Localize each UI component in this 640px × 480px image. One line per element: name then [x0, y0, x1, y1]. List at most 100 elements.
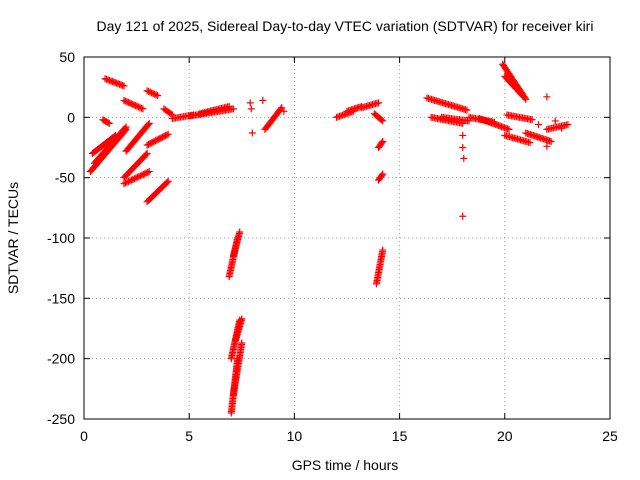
data-point-marker	[135, 173, 143, 181]
data-point-marker	[142, 151, 150, 159]
data-point-marker	[143, 87, 151, 95]
data-point-marker	[378, 139, 386, 147]
data-point-marker	[519, 92, 527, 100]
x-tick-label: 5	[185, 428, 193, 444]
data-point-marker	[379, 117, 387, 125]
data-point-marker	[146, 88, 154, 96]
data-point-marker	[459, 212, 467, 220]
y-tick-label: 50	[59, 49, 75, 65]
data-point-marker	[247, 105, 255, 113]
data-point-marker	[141, 170, 149, 178]
data-point-marker	[139, 170, 147, 178]
data-point-marker	[229, 105, 237, 113]
data-point-marker	[154, 92, 162, 100]
data-point-marker	[248, 129, 256, 137]
data-point-marker	[148, 89, 156, 97]
data-point-marker	[145, 87, 153, 95]
data-point-marker	[105, 119, 113, 127]
y-tick-label: -150	[47, 290, 75, 306]
chart-title: Day 121 of 2025, Sidereal Day-to-day VTE…	[97, 18, 594, 34]
data-point-marker	[122, 123, 130, 131]
data-point-marker	[375, 99, 383, 107]
data-point-marker	[145, 119, 153, 127]
data-point-marker	[520, 93, 528, 101]
data-point-marker	[142, 169, 150, 177]
data-point-marker	[460, 154, 468, 162]
axis-ticks: 0 5 10 15 20 25 -250 -200 -150 -100 -50 0 50	[47, 49, 618, 444]
data-point-marker	[136, 172, 144, 180]
data-point-marker	[144, 121, 152, 129]
x-tick-label: 20	[497, 428, 513, 444]
data-point-marker	[378, 116, 386, 124]
data-point-marker	[225, 102, 233, 110]
data-point-marker	[124, 178, 132, 186]
data-point-marker	[120, 82, 128, 90]
x-tick-label: 10	[287, 428, 303, 444]
data-point-marker	[280, 107, 288, 115]
x-tick-label: 15	[392, 428, 408, 444]
data-point-marker	[238, 315, 246, 323]
data-point-marker	[110, 132, 118, 140]
data-point-marker	[463, 106, 471, 114]
data-point-marker	[163, 131, 171, 139]
data-point-marker	[126, 177, 134, 185]
data-point-marker	[112, 131, 120, 139]
data-point-marker	[164, 177, 172, 185]
data-point-marker	[129, 175, 137, 183]
y-tick-label: 0	[67, 109, 75, 125]
data-point-marker	[121, 124, 129, 132]
data-point-marker	[459, 144, 467, 151]
data-point-marker	[163, 178, 171, 186]
data-point-marker	[379, 170, 387, 178]
data-point-marker	[130, 175, 138, 183]
data-point-marker	[528, 116, 536, 124]
data-point-marker	[127, 176, 135, 184]
data-point-marker	[132, 174, 140, 182]
data-point-marker	[558, 124, 566, 132]
data-point-marker	[459, 131, 467, 139]
data-point-marker	[137, 104, 145, 112]
y-tick-label: -200	[47, 351, 75, 367]
data-point-marker	[379, 246, 387, 254]
data-point-marker	[143, 150, 151, 158]
x-tick-label: 25	[602, 428, 618, 444]
data-point-marker	[104, 119, 112, 127]
data-point-marker	[526, 139, 534, 147]
data-point-marker	[551, 117, 559, 125]
data-point-marker	[547, 137, 555, 145]
data-point-marker	[144, 168, 152, 176]
y-tick-label: -50	[55, 170, 75, 186]
data-point-marker	[564, 121, 572, 129]
data-point-marker	[145, 168, 153, 176]
y-tick-label: -100	[47, 230, 75, 246]
data-point-marker	[379, 137, 387, 145]
data-point-marker	[236, 228, 244, 236]
data-point-marker	[120, 180, 128, 188]
data-point-marker	[259, 96, 267, 104]
data-point-marker	[138, 171, 146, 179]
data-point-marker	[167, 110, 175, 118]
data-point-marker	[278, 104, 286, 112]
data-point-marker	[123, 178, 131, 186]
data-points	[86, 60, 572, 417]
x-axis-label: GPS time / hours	[292, 457, 399, 473]
data-point-marker	[149, 90, 157, 98]
data-point-marker	[505, 125, 513, 133]
data-point-marker	[246, 99, 254, 107]
data-point-marker	[121, 179, 129, 187]
data-point-marker	[378, 171, 386, 179]
data-point-marker	[543, 93, 551, 101]
data-point-marker	[164, 130, 172, 138]
data-point-marker	[543, 142, 551, 150]
data-point-marker	[238, 339, 246, 347]
data-point-marker	[152, 91, 160, 99]
y-axis-label: SDTVAR / TECUs	[5, 182, 21, 294]
data-point-marker	[534, 121, 542, 129]
y-tick-label: -250	[47, 411, 75, 427]
x-tick-label: 0	[80, 428, 88, 444]
data-point-marker	[151, 90, 159, 98]
data-point-marker	[139, 105, 147, 113]
data-point-marker	[133, 173, 141, 181]
